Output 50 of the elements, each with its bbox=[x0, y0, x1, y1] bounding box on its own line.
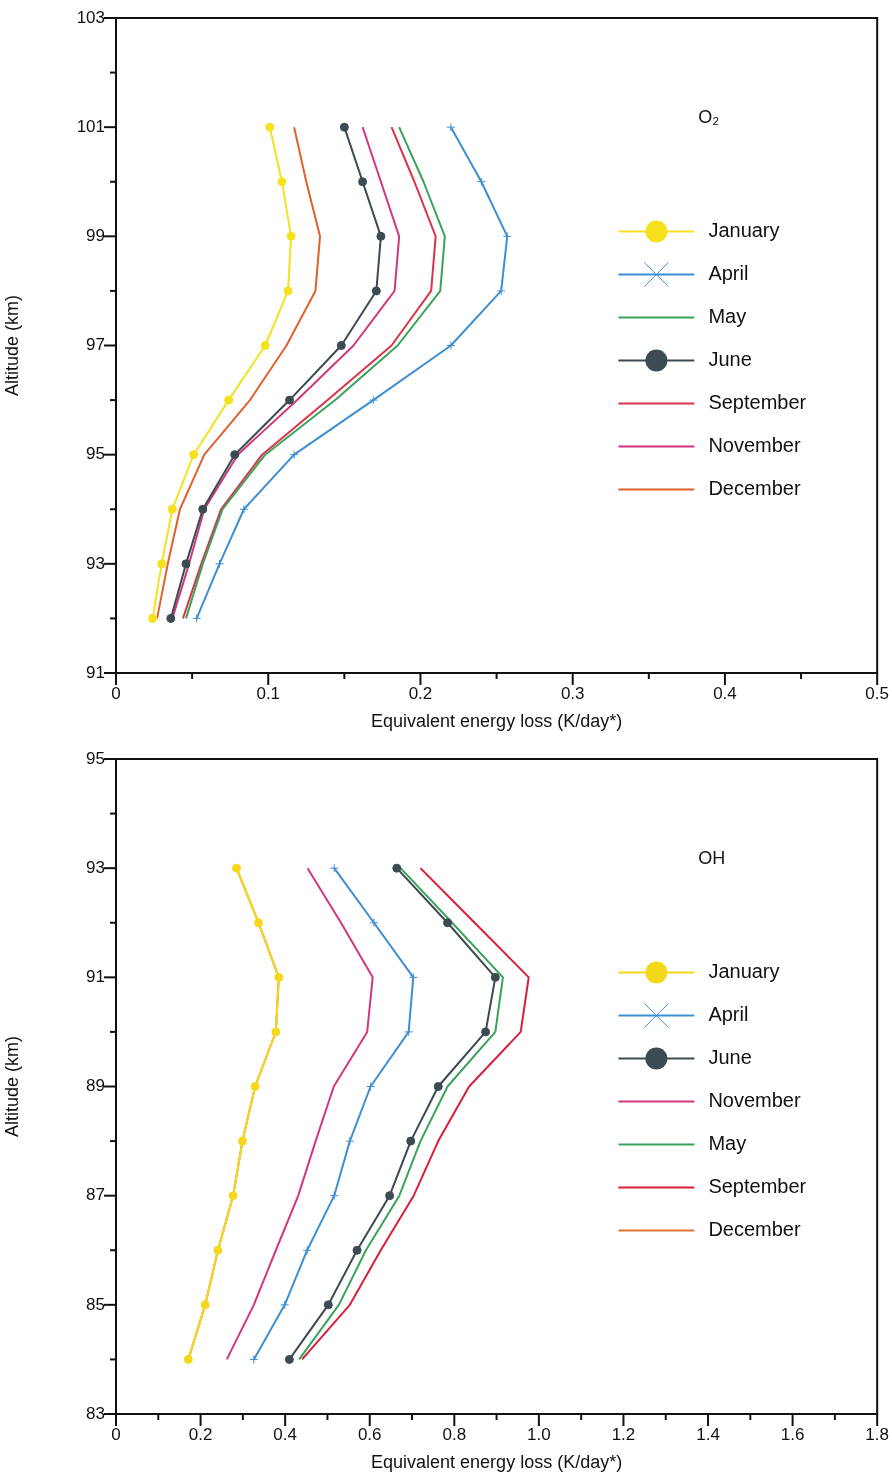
x-tick-label: 1.2 bbox=[611, 1424, 636, 1444]
legend-label: November bbox=[708, 434, 801, 457]
x-tick-label: 0.6 bbox=[357, 1424, 382, 1444]
legend-label: September bbox=[708, 391, 807, 414]
y-tick-label: 91 bbox=[86, 662, 105, 682]
y-tick-label: 97 bbox=[86, 335, 105, 355]
x-tick-label: 0.1 bbox=[256, 683, 281, 703]
y-tick-label: 95 bbox=[86, 444, 105, 464]
y-tick-label: 83 bbox=[86, 1403, 105, 1423]
y-tick-label: 93 bbox=[86, 857, 105, 877]
y-tick-label: 95 bbox=[86, 748, 105, 768]
y-tick-label: 91 bbox=[86, 967, 105, 987]
y-tick-label: 93 bbox=[86, 553, 105, 573]
legend-label: January bbox=[708, 219, 780, 242]
x-tick-label: 0.4 bbox=[273, 1424, 297, 1444]
x-tick-label: 1.6 bbox=[780, 1424, 805, 1444]
y-axis-title: Altitude (km) bbox=[1, 1035, 22, 1138]
x-tick-label: 0.2 bbox=[188, 1424, 213, 1444]
x-tick-label: 1.0 bbox=[527, 1424, 551, 1444]
x-tick-label: 0.4 bbox=[713, 683, 737, 703]
y-axis-title: Altitude (km) bbox=[1, 294, 22, 397]
legend-label: September bbox=[708, 1175, 807, 1198]
y-tick-label: 85 bbox=[86, 1294, 105, 1314]
legend-label: April bbox=[708, 1003, 749, 1026]
x-tick-label: 0.5 bbox=[865, 683, 889, 703]
y-tick-label: 87 bbox=[86, 1185, 105, 1205]
x-tick-label: 0 bbox=[111, 1424, 121, 1444]
x-tick-label: 0 bbox=[111, 683, 121, 703]
legend-label: June bbox=[708, 348, 752, 371]
x-tick-label: 1.8 bbox=[865, 1424, 889, 1444]
x-tick-label: 0.2 bbox=[408, 683, 433, 703]
legend-label: January bbox=[708, 960, 780, 983]
legend-label: May bbox=[708, 305, 747, 328]
x-axis-title: Equivalent energy loss (K/day*) bbox=[371, 711, 623, 732]
legend-label: June bbox=[708, 1046, 752, 1069]
legend-label: April bbox=[708, 262, 749, 285]
legend-label: December bbox=[708, 477, 801, 500]
legend-label: November bbox=[708, 1089, 801, 1112]
annotation: OH bbox=[698, 847, 726, 868]
y-tick-label: 103 bbox=[76, 7, 105, 27]
legend-label: December bbox=[708, 1218, 801, 1241]
y-tick-label: 89 bbox=[86, 1076, 105, 1096]
annotation: O₂ bbox=[698, 106, 720, 127]
legend-label: May bbox=[708, 1132, 747, 1155]
x-tick-label: 1.4 bbox=[696, 1424, 720, 1444]
x-tick-label: 0.8 bbox=[442, 1424, 467, 1444]
x-axis-title: Equivalent energy loss (K/day*) bbox=[371, 1452, 623, 1473]
y-tick-label: 99 bbox=[86, 226, 105, 246]
y-tick-label: 101 bbox=[76, 116, 105, 136]
x-tick-label: 0.3 bbox=[560, 683, 585, 703]
